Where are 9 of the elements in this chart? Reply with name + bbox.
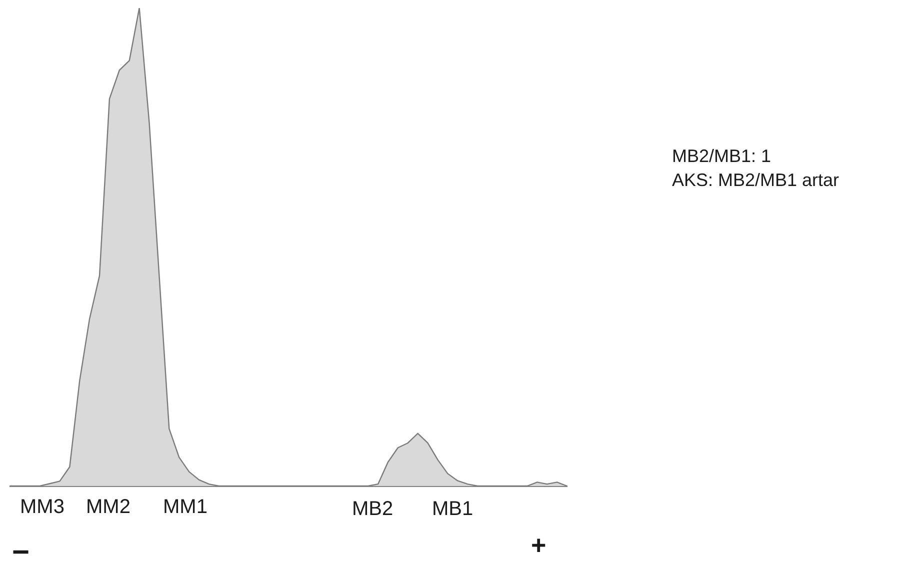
text: AKS: MB2/MB1 artar [672,170,840,191]
text: MM2 [86,496,130,519]
text: − [12,536,30,570]
text: + [531,530,546,561]
text: MB2 [352,498,394,521]
text: MB2/MB1: 1 [672,146,772,167]
text: MB1 [432,498,474,521]
text: MM1 [163,496,208,519]
text: MM3 [20,496,64,519]
